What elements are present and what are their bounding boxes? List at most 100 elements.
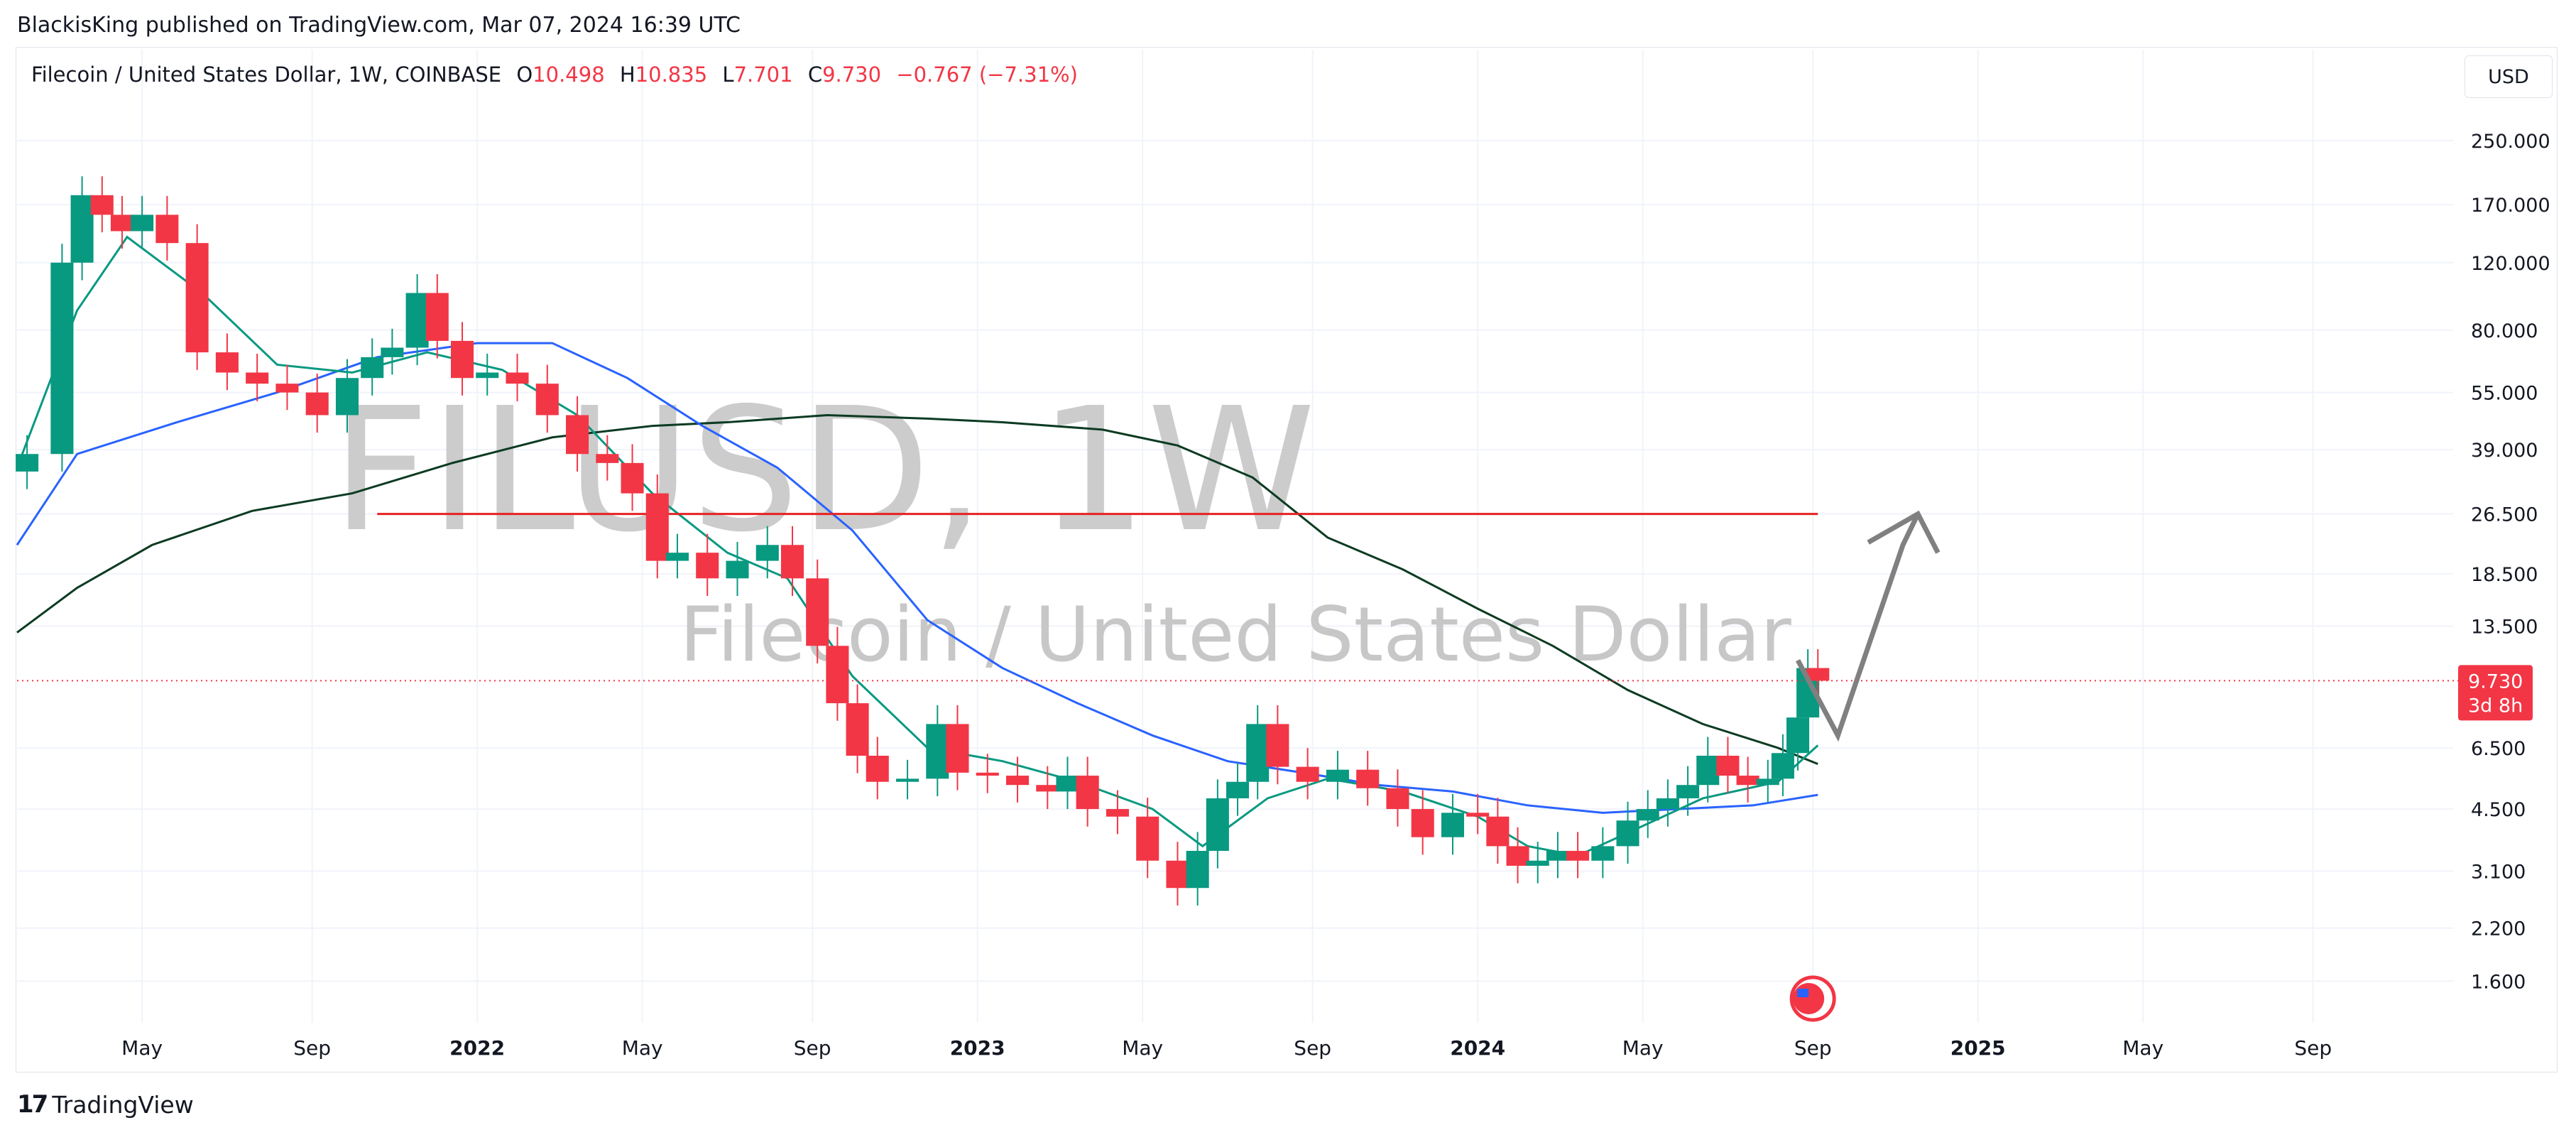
candle-body	[1326, 769, 1349, 782]
candle-body	[1036, 785, 1059, 792]
x-axis-tick-label: Sep	[2294, 1036, 2332, 1060]
ema-slow-line	[16, 413, 1818, 766]
candle-body	[1186, 850, 1209, 889]
candle-body	[1411, 809, 1434, 837]
candle-body	[976, 772, 999, 776]
y-axis-tick-label: 3.100	[2471, 861, 2526, 883]
x-axis-tick-label: Sep	[794, 1036, 831, 1060]
us-flag-event-icon-fill	[1793, 983, 1825, 1014]
x-axis-tick-label: May	[2122, 1036, 2163, 1060]
candle-body	[1466, 813, 1490, 817]
symbol-title[interactable]: Filecoin / United States Dollar, 1W, COI…	[31, 63, 502, 87]
candle-body	[535, 384, 559, 416]
candle-body	[1771, 753, 1794, 779]
y-axis-tick-label: 1.600	[2471, 971, 2526, 993]
y-axis-tick-label: 120.000	[2471, 253, 2550, 275]
y-axis-tick-label: 55.000	[2471, 383, 2538, 405]
candle-body	[476, 372, 499, 379]
y-axis-tick-label: 250.000	[2471, 131, 2550, 153]
candle-body	[645, 493, 669, 561]
x-axis-tick-label: May	[622, 1036, 663, 1060]
candle-body	[16, 454, 39, 472]
candle-body	[1386, 788, 1409, 810]
current-price-value: 9.730	[2468, 670, 2523, 693]
candle-body	[806, 578, 829, 646]
candle-body	[305, 392, 329, 416]
publisher-info: BlackisKing published on TradingView.com…	[17, 13, 741, 38]
candle-body	[1676, 785, 1700, 798]
x-axis-tick-label: 2023	[950, 1036, 1005, 1060]
candle-body	[1526, 860, 1549, 866]
candle-body	[1246, 724, 1270, 782]
candle-body	[1056, 776, 1079, 792]
candle-body	[246, 372, 269, 384]
candle-body	[1591, 846, 1615, 861]
candle-body	[361, 357, 384, 379]
high-value: 10.835	[635, 63, 708, 87]
watermark-ticker: FILUSD, 1W	[332, 371, 1316, 570]
y-axis-tick-label: 39.000	[2471, 440, 2538, 462]
symbol-legend: Filecoin / United States Dollar, 1W, COI…	[31, 63, 1078, 87]
candle-body	[726, 560, 749, 579]
x-axis-tick-label: 2024	[1450, 1036, 1505, 1060]
open-label: O	[516, 63, 533, 87]
tradingview-footer[interactable]: 𝟭𝟳 TradingView	[17, 1090, 194, 1119]
candle-body	[926, 724, 949, 779]
x-axis-tick-label: May	[121, 1036, 163, 1060]
candle-body	[1806, 668, 1830, 681]
y-axis-tick-label: 13.500	[2471, 617, 2538, 639]
y-axis-tick-label: 2.200	[2471, 918, 2526, 940]
bar-countdown: 3d 8h	[2468, 695, 2523, 717]
candle-body	[1696, 755, 1720, 786]
candle-body	[50, 262, 74, 455]
candle-body	[1206, 798, 1229, 851]
candle-body	[335, 378, 359, 416]
candle-body	[450, 340, 474, 379]
x-axis-tick-label: Sep	[293, 1036, 331, 1060]
x-axis-tick-label: Sep	[1794, 1036, 1832, 1060]
candle-body	[275, 384, 299, 393]
candle-body	[1166, 860, 1189, 889]
candle-body	[1356, 769, 1380, 788]
candle-body	[866, 755, 889, 782]
candle-body	[1566, 850, 1590, 861]
candle-body	[381, 347, 404, 357]
candle-body	[1266, 724, 1289, 767]
x-axis-tick-label: 2022	[449, 1036, 505, 1060]
x-axis-tick-label: Sep	[1294, 1036, 1331, 1060]
candle-body	[1441, 813, 1464, 837]
candle-body	[1616, 820, 1639, 847]
candle-body	[566, 415, 589, 455]
candle-body	[215, 352, 239, 373]
low-label: L	[722, 63, 734, 87]
candle-body	[1506, 846, 1529, 866]
close-label: C	[807, 63, 823, 87]
low-value: 7.701	[733, 63, 793, 87]
candle-body	[1486, 816, 1510, 847]
candle-body	[596, 454, 619, 463]
candle-body	[1786, 717, 1810, 754]
close-value: 9.730	[822, 63, 882, 87]
candle-body	[70, 195, 94, 263]
change-value: −0.767 (−7.31%)	[896, 63, 1078, 87]
y-axis-tick-label: 80.000	[2471, 320, 2538, 342]
watermark-name: Filecoin / United States Dollar	[680, 591, 1791, 678]
candle-body	[896, 778, 919, 782]
candle-body	[1296, 766, 1319, 782]
chart-panel[interactable]	[16, 47, 2558, 1072]
candle-body	[1716, 755, 1740, 776]
candle-body	[1106, 809, 1129, 817]
brand-name: TradingView	[52, 1090, 194, 1119]
candle-body	[1076, 776, 1099, 810]
candle-body	[946, 724, 969, 773]
candle-body	[780, 545, 804, 579]
candle-body	[1136, 816, 1159, 861]
projection-arrow	[1795, 513, 1921, 742]
y-axis-tick-label: 6.500	[2471, 738, 2526, 760]
candle-body	[696, 553, 719, 579]
y-axis-tick-label: 4.500	[2471, 799, 2526, 821]
candle-body	[185, 243, 209, 353]
us-flag-event-icon-canton	[1797, 989, 1809, 997]
currency-selector[interactable]: USD	[2465, 55, 2553, 98]
